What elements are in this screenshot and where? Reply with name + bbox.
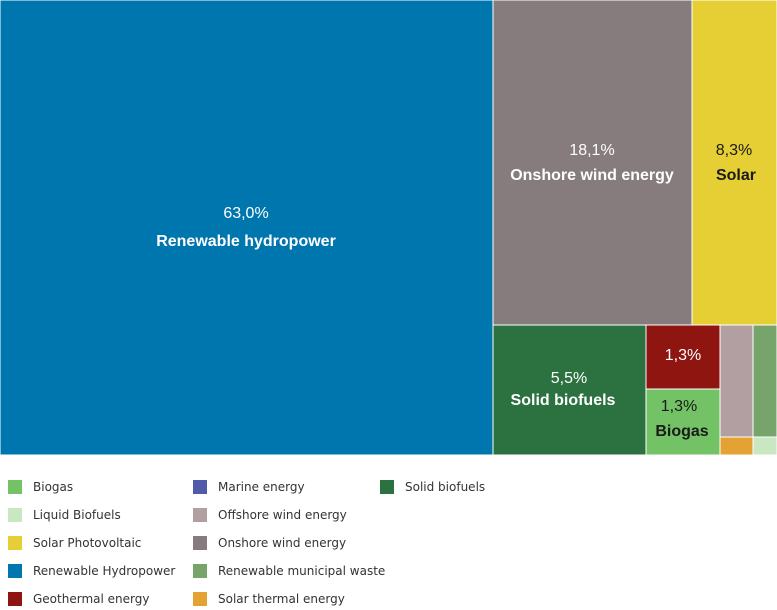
legend-swatch <box>193 564 207 578</box>
legend-item[interactable]: Offshore wind energy <box>193 504 347 526</box>
legend-swatch <box>8 480 22 494</box>
legend-item[interactable]: Liquid Biofuels <box>8 504 121 526</box>
tile-onshore-wind-energy[interactable] <box>492 0 693 326</box>
legend-swatch <box>8 592 22 606</box>
legend-swatch <box>193 480 207 494</box>
tile-name-label: Solid biofuels <box>511 392 616 409</box>
tile-unlabeled-6[interactable] <box>719 324 754 438</box>
tile-unlabeled-7[interactable] <box>719 436 754 455</box>
legend-label: Geothermal energy <box>33 592 150 606</box>
legend-label: Offshore wind energy <box>218 508 347 522</box>
legend-item[interactable]: Solid biofuels <box>380 476 485 498</box>
tile-percent-label: 18,1% <box>569 142 614 159</box>
tile-percent-label: 63,0% <box>223 205 268 222</box>
legend-item[interactable]: Solar thermal energy <box>193 588 345 610</box>
tile-renewable-hydropower[interactable] <box>0 0 494 455</box>
legend-swatch <box>8 536 22 550</box>
legend-label: Renewable municipal waste <box>218 564 386 578</box>
legend-label: Solid biofuels <box>405 480 486 494</box>
tile-unlabeled-8[interactable] <box>752 324 777 438</box>
tile-solid-biofuels[interactable] <box>492 324 647 455</box>
tile-unlabeled-4[interactable] <box>645 324 721 390</box>
legend-item[interactable]: Biogas <box>8 476 73 498</box>
tile-solar[interactable] <box>691 0 777 326</box>
legend-item[interactable]: Marine energy <box>193 476 305 498</box>
legend-label: Renewable Hydropower <box>33 564 176 578</box>
legend-item[interactable]: Renewable municipal waste <box>193 560 385 582</box>
tile-name-label: Onshore wind energy <box>510 167 674 184</box>
tile-biogas[interactable] <box>645 388 721 455</box>
legend-label: Onshore wind energy <box>218 536 347 550</box>
legend-swatch <box>193 536 207 550</box>
tile-name-label: Solar <box>716 167 756 184</box>
legend-item[interactable]: Solar Photovoltaic <box>8 532 141 554</box>
legend-item[interactable]: Onshore wind energy <box>193 532 346 554</box>
legend-item[interactable]: Renewable Hydropower <box>8 560 175 582</box>
tile-percent-label: 1,3% <box>665 347 701 364</box>
tile-percent-label: 5,5% <box>551 370 587 387</box>
treemap-chart: 63,0% Renewable hydropower 18,1% Onshore wi… <box>0 0 777 455</box>
legend-label: Biogas <box>33 480 74 494</box>
legend-item[interactable]: Geothermal energy <box>8 588 149 610</box>
legend-swatch <box>193 508 207 522</box>
legend: Biogas Liquid Biofuels Solar Photovoltaic R… <box>0 470 777 608</box>
tile-percent-label: 8,3% <box>716 142 752 159</box>
tile-name-label: Biogas <box>655 423 708 440</box>
tile-name-label: Renewable hydropower <box>156 233 336 250</box>
legend-swatch <box>8 564 22 578</box>
legend-swatch <box>380 480 394 494</box>
tile-unlabeled-9[interactable] <box>752 436 777 455</box>
legend-swatch <box>193 592 207 606</box>
tile-percent-label: 1,3% <box>661 398 697 415</box>
legend-label: Marine energy <box>218 480 305 494</box>
legend-label: Solar thermal energy <box>218 592 345 606</box>
legend-swatch <box>8 508 22 522</box>
legend-label: Liquid Biofuels <box>33 508 121 522</box>
legend-label: Solar Photovoltaic <box>33 536 142 550</box>
